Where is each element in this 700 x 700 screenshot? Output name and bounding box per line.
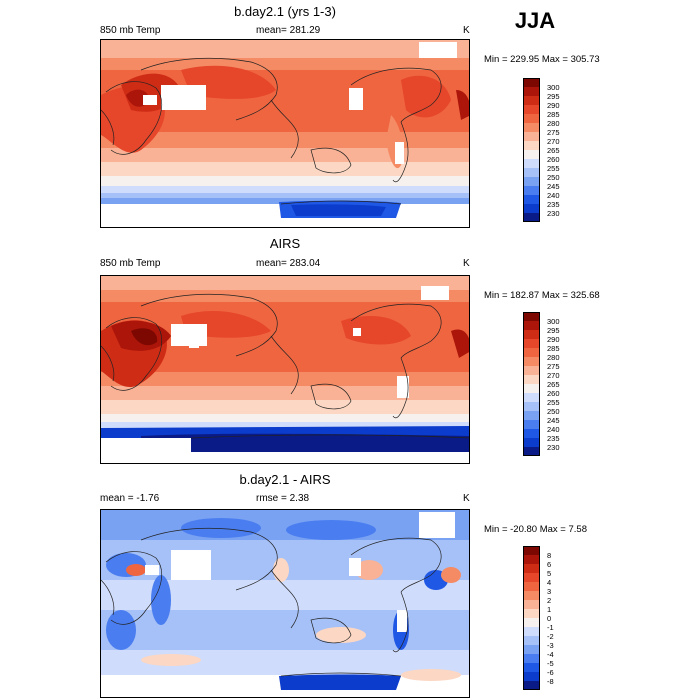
- panel3-cbar-tick: -2: [547, 632, 554, 641]
- panel1-map-plot: [101, 40, 469, 227]
- panel3-mean-label: mean = -1.76: [100, 493, 160, 504]
- panel1-cbar-tick: 290: [547, 101, 560, 110]
- panel2-cbar-tick: 250: [547, 407, 560, 416]
- panel1-cbar-tick: 230: [547, 209, 560, 218]
- panel1-units-label: K: [463, 25, 470, 36]
- panel3-cbar-tick: -4: [547, 650, 554, 659]
- panel2-units-label: K: [463, 258, 470, 269]
- panel2-cbar-tick: 300: [547, 317, 560, 326]
- panel3-cbar-tick: -1: [547, 623, 554, 632]
- panel3-cbar-tick: 0: [547, 614, 552, 623]
- colorbar-frame: [523, 312, 540, 456]
- panel1-title: b.day2.1 (yrs 1-3): [234, 4, 336, 19]
- panel2-cbar-tick: 295: [547, 326, 560, 335]
- panel3-map-plot: [101, 510, 469, 697]
- panel1-cbar-tick: 295: [547, 92, 560, 101]
- panel1-cbar-tick: 280: [547, 119, 560, 128]
- panel2-cbar-tick: 240: [547, 425, 560, 434]
- panel2-title: AIRS: [269, 236, 301, 251]
- panel2-mean-label: mean= 283.04: [256, 258, 321, 269]
- panel2-cbar-tick: 275: [547, 362, 560, 371]
- panel3-cbar-tick: -5: [547, 659, 554, 668]
- panel2-map-plot: [101, 276, 469, 463]
- panel1-cbar-tick: 240: [547, 191, 560, 200]
- panel3-rmse-label: rmse = 2.38: [256, 493, 310, 504]
- panel3-cbar-tick: -3: [547, 641, 554, 650]
- panel1-cbar-tick: 270: [547, 137, 560, 146]
- panel1-variable-label: 850 mb Temp: [100, 25, 161, 36]
- panel3-map: [100, 509, 470, 698]
- panel2-map: [100, 275, 470, 464]
- panel1-cbar-tick: 275: [547, 128, 560, 137]
- panel1-mean-label: mean= 281.29: [256, 25, 321, 36]
- colorbar-frame: [523, 78, 540, 222]
- panel2-cbar-tick: 280: [547, 353, 560, 362]
- panel1-map: [100, 39, 470, 228]
- panel3-cbar-tick: 2: [547, 596, 552, 605]
- panel2-minmax: Min = 182.87 Max = 325.68: [484, 290, 600, 301]
- panel1-cbar-tick: 245: [547, 182, 560, 191]
- panel3-units-label: K: [463, 493, 470, 504]
- panel3-cbar-tick: 4: [547, 578, 552, 587]
- panel2-variable-label: 850 mb Temp: [100, 258, 161, 269]
- panel3-cbar-tick: 3: [547, 587, 552, 596]
- panel2-cbar-tick: 255: [547, 398, 560, 407]
- panel1-cbar-tick: 285: [547, 110, 560, 119]
- panel2-cbar-tick: 245: [547, 416, 560, 425]
- panel3-cbar-tick: -6: [547, 668, 554, 677]
- panel3-cbar-tick: 8: [547, 551, 552, 560]
- colorbar-frame: [523, 546, 540, 690]
- panel1-cbar-tick: 250: [547, 173, 560, 182]
- panel2-cbar-tick: 265: [547, 380, 560, 389]
- panel3-cbar-tick: -8: [547, 677, 554, 686]
- panel3-cbar-tick: 5: [547, 569, 552, 578]
- panel3-minmax: Min = -20.80 Max = 7.58: [484, 524, 587, 535]
- panel2-cbar-tick: 260: [547, 389, 560, 398]
- panel2-cbar-tick: 270: [547, 371, 560, 380]
- panel2-cbar-tick: 230: [547, 443, 560, 452]
- panel3-cbar-tick: 6: [547, 560, 552, 569]
- panel3-cbar-tick: 1: [547, 605, 552, 614]
- panel1-cbar-tick: 260: [547, 155, 560, 164]
- panel1-cbar-tick: 300: [547, 83, 560, 92]
- panel2-cbar-tick: 285: [547, 344, 560, 353]
- panel1-cbar-tick: 265: [547, 146, 560, 155]
- panel2-cbar-tick: 235: [547, 434, 560, 443]
- panel1-cbar-tick: 235: [547, 200, 560, 209]
- panel1-minmax: Min = 229.95 Max = 305.73: [484, 54, 600, 65]
- season-label: JJA: [514, 8, 556, 33]
- panel3-title: b.day2.1 - AIRS: [239, 472, 331, 487]
- panel2-cbar-tick: 290: [547, 335, 560, 344]
- panel1-cbar-tick: 255: [547, 164, 560, 173]
